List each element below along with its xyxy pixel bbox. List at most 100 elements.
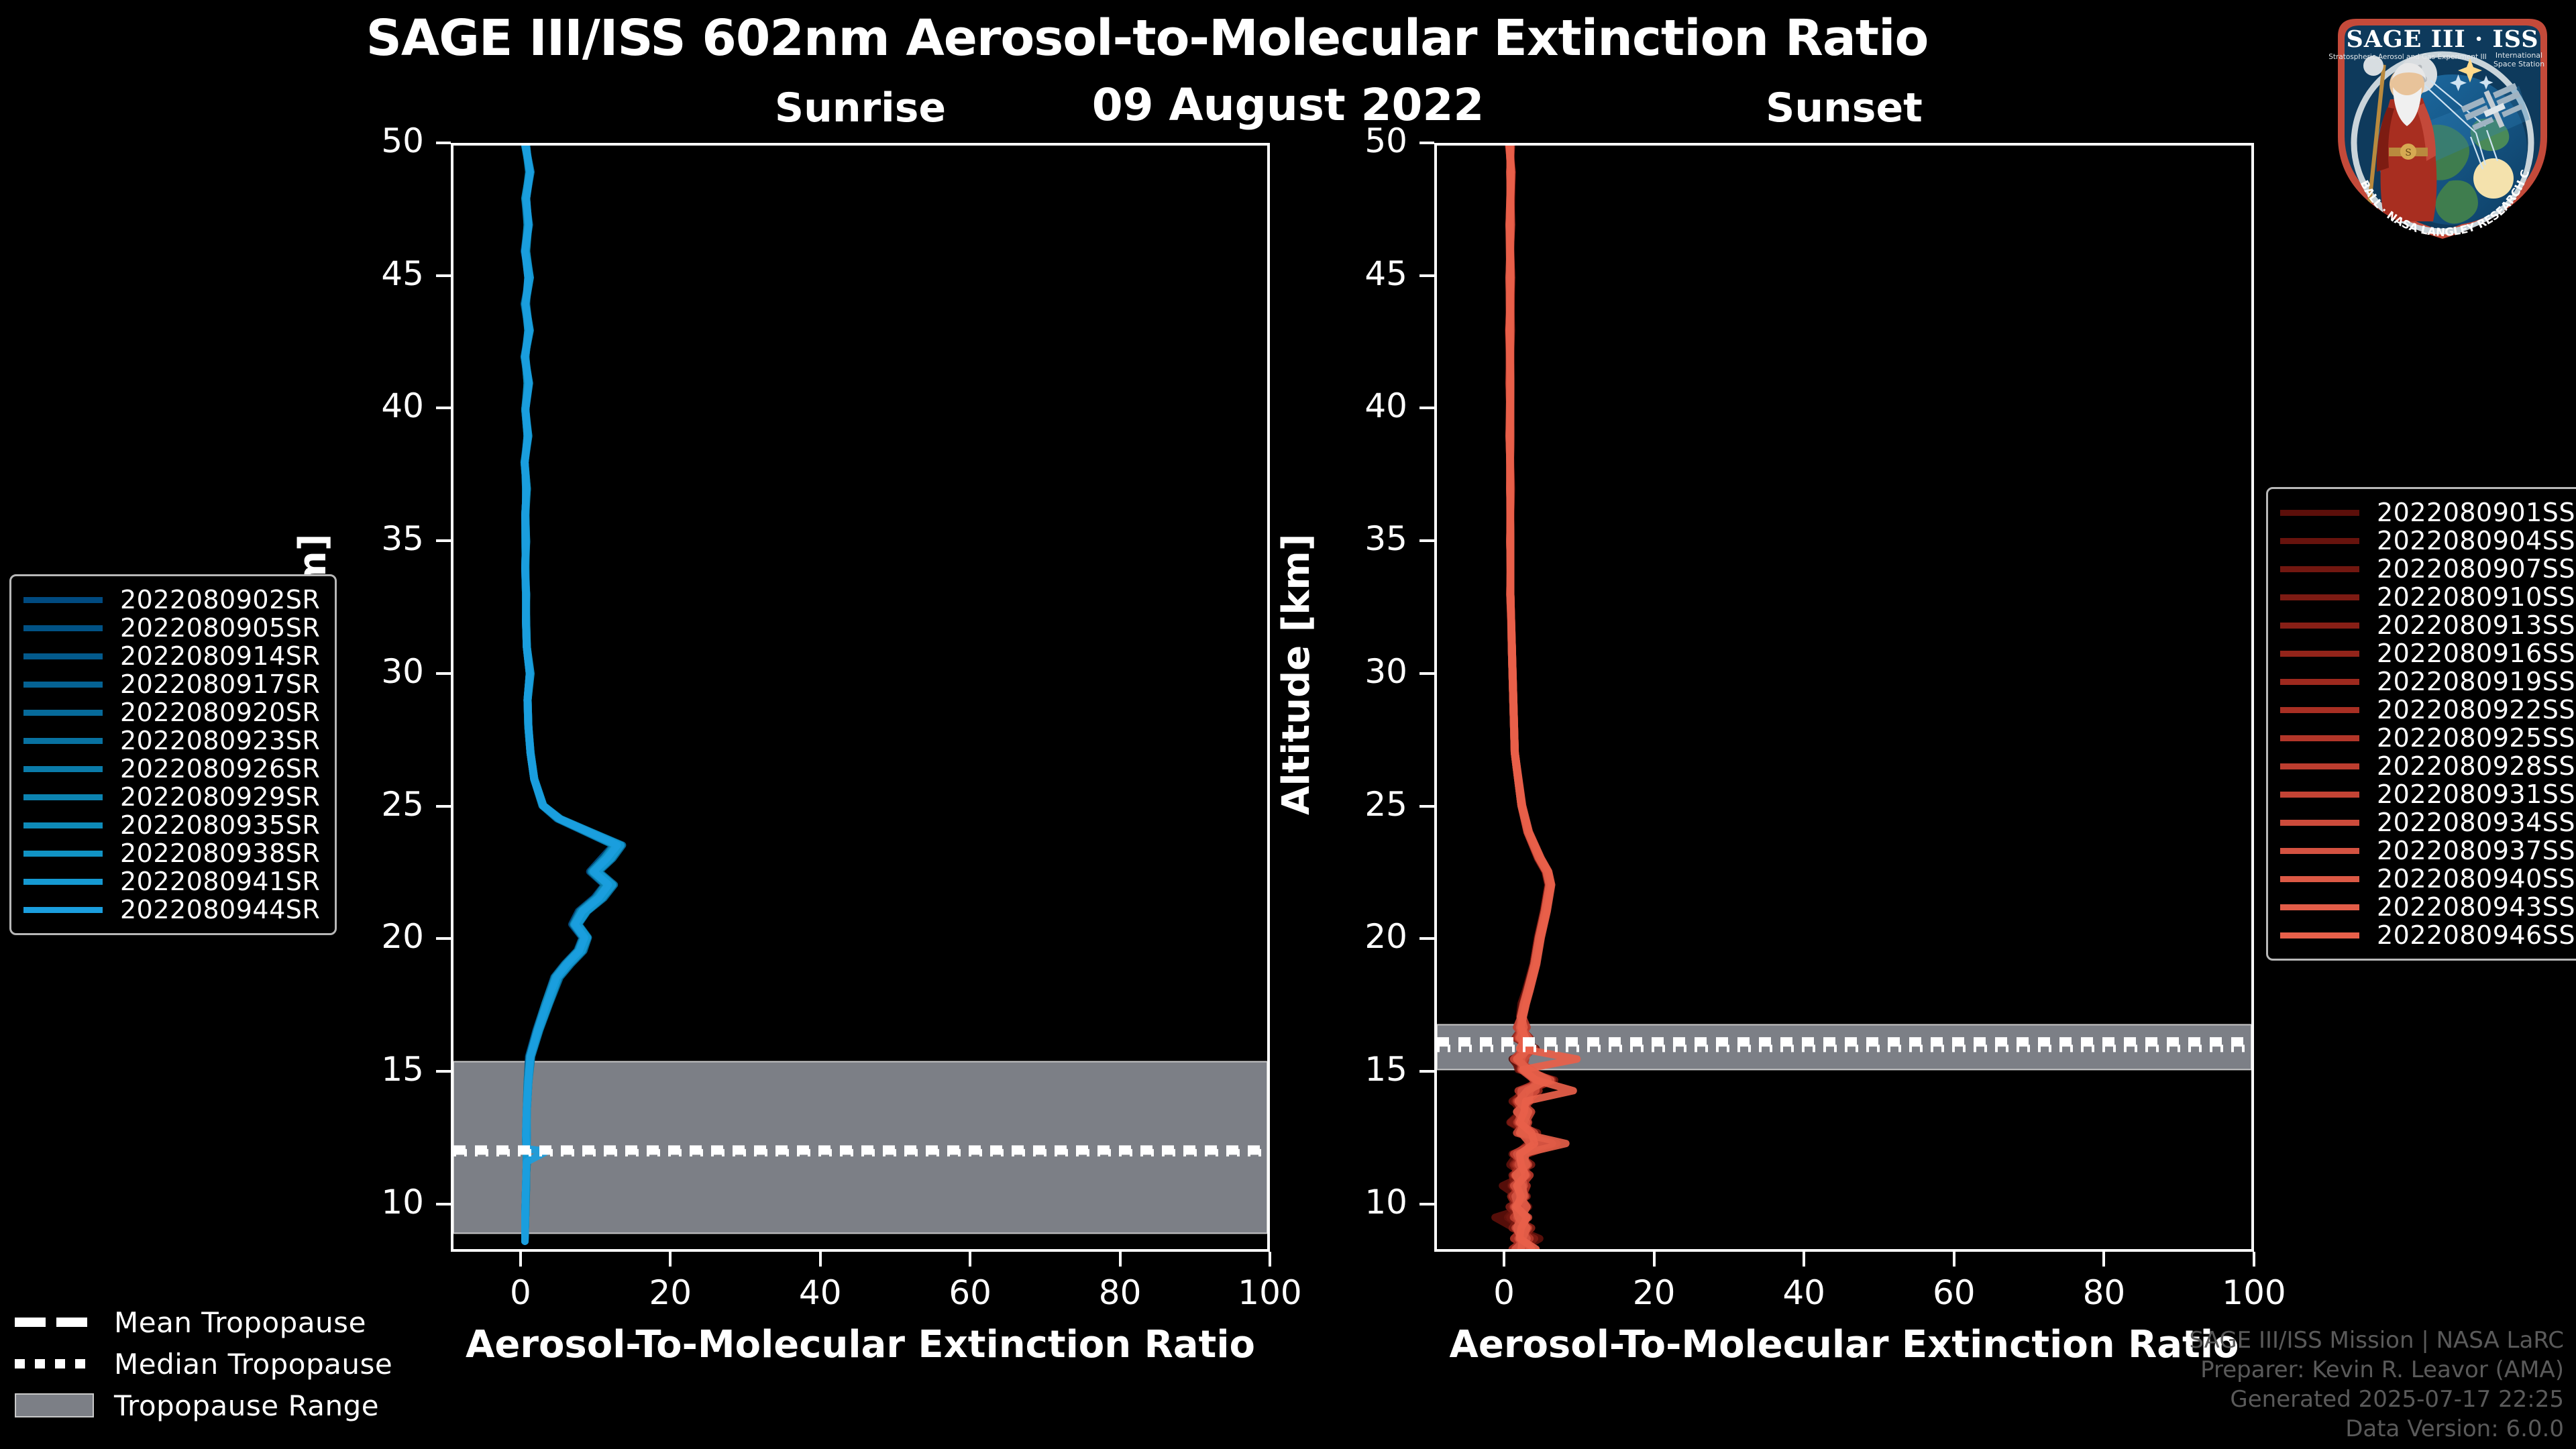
y-axis-tick-label: 30 <box>1364 651 1407 691</box>
y-axis-tick-label: 45 <box>381 254 424 293</box>
legend-item[interactable]: 2022080940SS <box>2280 864 2575 894</box>
legend-item-median-tropopause: Median Tropopause <box>15 1343 392 1385</box>
y-axis-tick-label: 50 <box>381 121 424 160</box>
x-axis-tick-mark <box>818 1252 822 1267</box>
legend-item[interactable]: 2022080928SS <box>2280 751 2575 781</box>
legend-item[interactable]: 2022080929SR <box>23 782 321 812</box>
y-axis-tick-mark <box>1419 407 1434 410</box>
x-axis-tick-mark <box>669 1252 672 1267</box>
y-axis-tick-label: 35 <box>1364 519 1407 559</box>
x-axis-tick-mark <box>1502 1252 1505 1267</box>
x-axis-tick-mark <box>2102 1252 2106 1267</box>
legend-label: 2022080929SR <box>120 782 321 812</box>
x-axis-tick-label: 80 <box>2082 1273 2126 1312</box>
x-axis-title: Aerosol-To-Molecular Extinction Ratio <box>1449 1323 2239 1366</box>
y-axis-title: Altitude [km] <box>1275 533 1318 815</box>
legend-item[interactable]: 2022080913SS <box>2280 610 2575 640</box>
legend-label: 2022080926SR <box>120 754 321 784</box>
x-axis-tick-mark <box>2253 1252 2255 1267</box>
page-title: SAGE III/ISS 602nm Aerosol-to-Molecular … <box>366 9 1929 67</box>
x-axis-tick-mark <box>1118 1252 1122 1267</box>
y-axis-tick-mark <box>436 672 451 675</box>
legend-label: Tropopause Range <box>114 1389 380 1422</box>
legend-color-line-icon <box>2280 622 2359 629</box>
legend-item[interactable]: 2022080922SS <box>2280 695 2576 724</box>
date-title: 09 August 2022 <box>1091 79 1485 131</box>
legend-label: 2022080941SR <box>120 867 321 896</box>
legend-item[interactable]: 2022080925SS <box>2280 723 2575 753</box>
y-axis-tick-mark <box>1419 804 1434 808</box>
legend-item[interactable]: 2022080914SR <box>23 641 321 671</box>
legend-label: 2022080910SS <box>2377 582 2576 612</box>
legend-item[interactable]: 2022080920SR <box>23 698 320 727</box>
x-axis-tick-label: 20 <box>1632 1273 1676 1312</box>
y-axis-tick-mark <box>1419 1070 1434 1073</box>
legend-color-line-icon <box>2280 566 2359 572</box>
series-line <box>521 146 621 1245</box>
x-axis-tick-mark <box>519 1252 522 1267</box>
y-axis-tick-mark <box>1419 274 1434 277</box>
legend-item[interactable]: 2022080904SS <box>2280 526 2575 555</box>
legend-item[interactable]: 2022080905SR <box>23 613 320 643</box>
sunrise-series-legend[interactable]: 2022080902SR 2022080905SR 2022080914SR 2022… <box>9 574 337 935</box>
y-axis-tick-mark <box>1419 937 1434 941</box>
y-axis-tick-mark <box>436 274 451 277</box>
legend-label: 2022080934SS <box>2377 808 2576 837</box>
legend-color-line-icon <box>2280 735 2359 741</box>
legend-item[interactable]: 2022080934SS <box>2280 808 2575 837</box>
filled-band-icon <box>15 1393 94 1417</box>
y-axis-tick-mark <box>436 1070 451 1073</box>
legend-item[interactable]: 2022080917SR <box>23 669 321 699</box>
legend-item[interactable]: 2022080941SR <box>23 867 320 896</box>
y-axis-tick-label: 45 <box>1364 254 1407 293</box>
legend-color-line-icon <box>2280 537 2359 544</box>
svg-text:SAGE III · ISS: SAGE III · ISS <box>2346 25 2538 53</box>
sunset-series-legend[interactable]: 2022080901SS 2022080904SS 2022080907SS 2022… <box>2266 487 2576 961</box>
legend-item[interactable]: 2022080919SS <box>2280 667 2575 696</box>
legend-color-line-icon <box>23 765 103 772</box>
legend-item[interactable]: 2022080910SS <box>2280 582 2576 612</box>
legend-item[interactable]: 2022080938SR <box>23 839 320 868</box>
legend-item[interactable]: 2022080937SS <box>2280 836 2575 865</box>
legend-label: 2022080917SR <box>120 669 321 699</box>
x-axis-tick-label: 40 <box>798 1273 842 1312</box>
legend-item[interactable]: 2022080931SS <box>2280 780 2576 809</box>
legend-item[interactable]: 2022080916SS <box>2280 639 2575 668</box>
svg-text:Space Station: Space Station <box>2493 60 2544 68</box>
x-axis-tick-label: 60 <box>1932 1273 1976 1312</box>
legend-color-line-icon <box>23 681 103 688</box>
y-axis-tick-mark <box>436 407 451 410</box>
x-axis-tick-label: 60 <box>949 1273 991 1312</box>
x-axis-tick-label: 100 <box>2222 1273 2286 1312</box>
legend-color-line-icon <box>23 850 103 857</box>
x-axis-tick-mark <box>1952 1252 1955 1267</box>
y-axis-tick-label: 40 <box>381 386 424 426</box>
sunrise-plot-area <box>451 143 1270 1252</box>
legend-label: 2022080922SS <box>2377 695 2576 724</box>
series-line <box>1505 146 1581 1249</box>
legend-item[interactable]: 2022080923SR <box>23 726 321 755</box>
legend-color-line-icon <box>2280 594 2359 600</box>
legend-item[interactable]: 2022080907SS <box>2280 554 2575 584</box>
y-axis-tick-label: 15 <box>1364 1050 1407 1089</box>
y-axis-tick-mark <box>436 1202 451 1205</box>
legend-label: 2022080923SR <box>120 726 321 755</box>
y-axis-tick-label: 50 <box>1364 121 1407 160</box>
legend-color-line-icon <box>2280 847 2359 854</box>
legend-color-line-icon <box>2280 904 2359 910</box>
legend-label: 2022080931SS <box>2377 780 2576 809</box>
legend-item[interactable]: 2022080902SR <box>23 585 320 614</box>
y-axis-tick-mark <box>436 142 451 144</box>
legend-color-line-icon <box>2280 875 2359 882</box>
legend-item[interactable]: 2022080944SR <box>23 895 320 924</box>
legend-item[interactable]: 2022080926SR <box>23 754 321 784</box>
legend-label: 2022080914SR <box>120 641 321 671</box>
sunset-plot-area <box>1434 143 2254 1252</box>
credits-block: SAGE III/ISS Mission | NASA LaRC Prepare… <box>2189 1326 2564 1444</box>
legend-item[interactable]: 2022080901SS <box>2280 498 2575 527</box>
legend-label: 2022080901SS <box>2377 498 2576 527</box>
sunrise-panel-title: Sunrise <box>774 85 947 131</box>
legend-item[interactable]: 2022080943SS <box>2280 892 2575 922</box>
legend-item[interactable]: 2022080946SS <box>2280 920 2575 950</box>
legend-item[interactable]: 2022080935SR <box>23 810 320 840</box>
